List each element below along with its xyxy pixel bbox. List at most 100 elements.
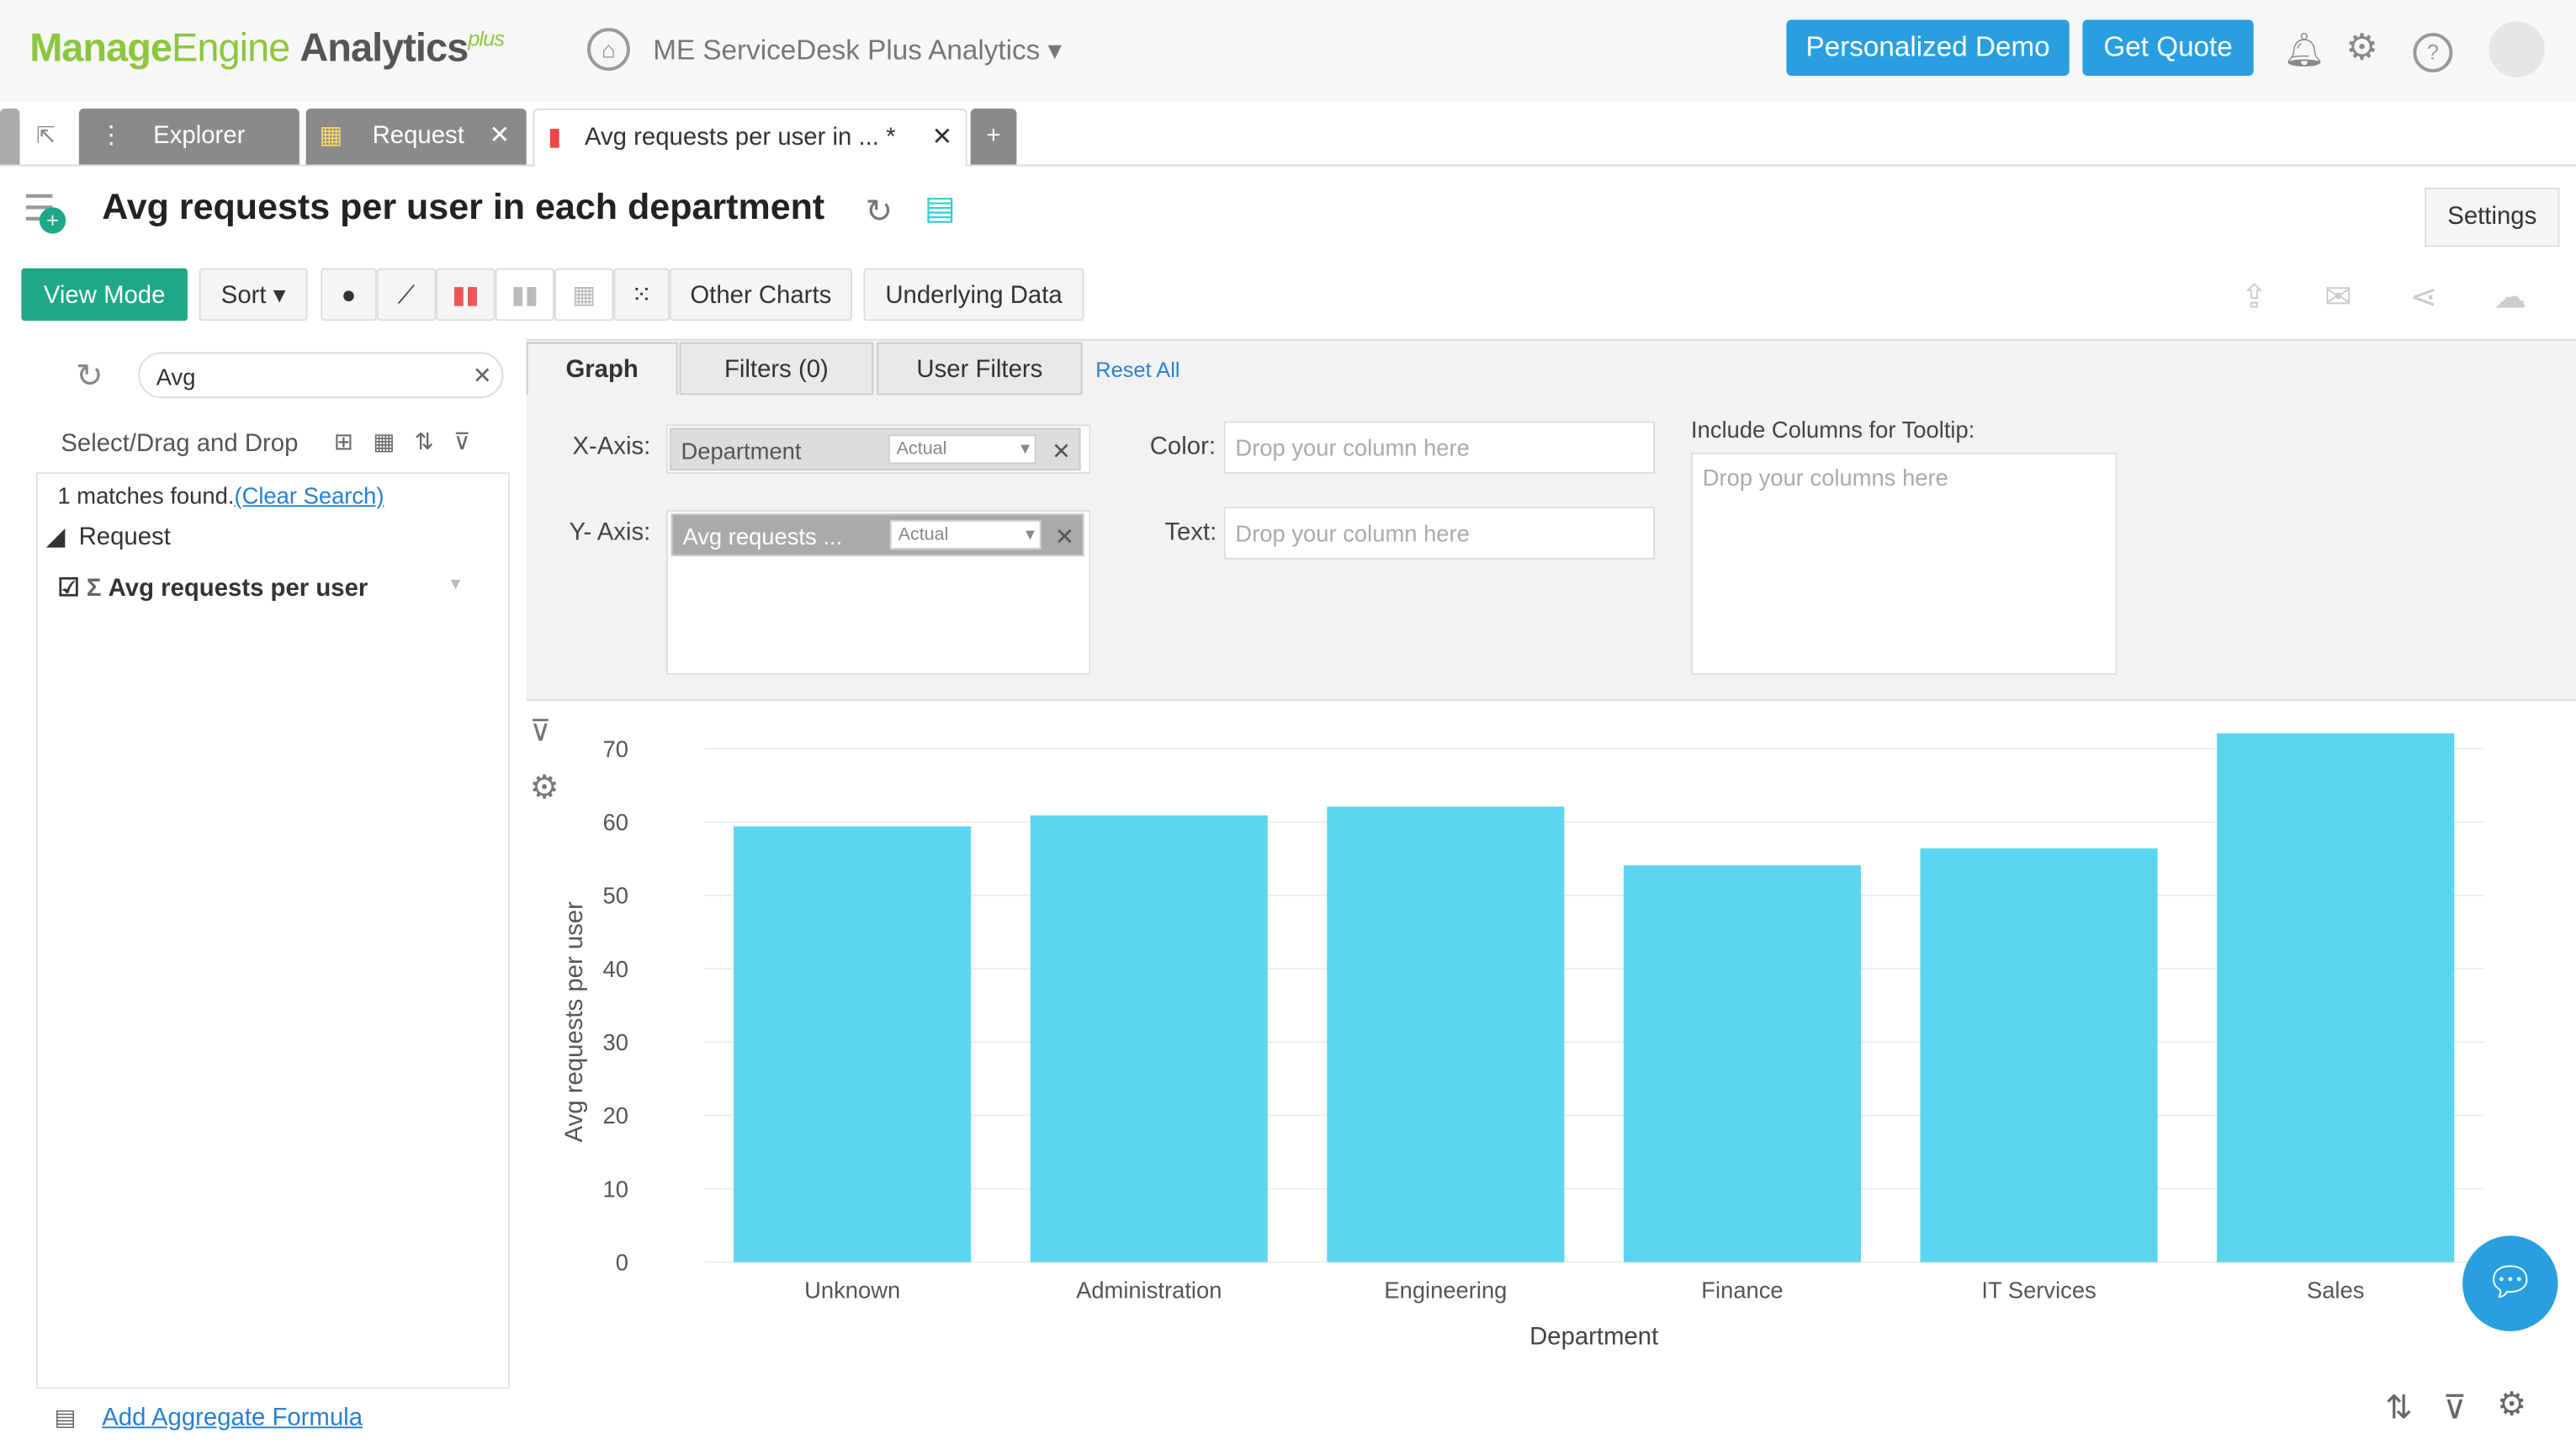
underlying-data-button[interactable]: Underlying Data [863,268,1084,321]
add-report-icon[interactable]: ☰ + [23,188,66,234]
pie-chart-icon[interactable]: ● [321,268,377,321]
settings-button[interactable]: Settings [2425,187,2560,247]
refresh-columns-icon[interactable]: ↻ [75,359,103,396]
text-label: Text: [1164,518,1217,547]
tab-request[interactable]: ▦ Request ✕ [305,109,527,165]
y-axis-label: Y- Axis: [569,518,651,547]
stacked-bar-icon[interactable]: ▮▮ [495,268,554,321]
personalized-demo-button[interactable]: Personalized Demo [1786,19,2070,76]
tooltip-dropzone[interactable]: Drop your columns here [1691,452,2118,675]
bar[interactable] [2217,733,2455,1262]
workspace-name: ME ServiceDesk Plus Analytics [653,35,1041,66]
other-charts-button[interactable]: Other Charts [669,268,852,321]
help-icon[interactable]: ? [2413,33,2453,73]
popout-icon[interactable]: ⇱ [36,121,56,148]
close-icon[interactable]: ✕ [931,123,953,151]
color-label: Color: [1149,433,1216,461]
column-tools[interactable]: ⊞▦⇅⊽ [334,428,490,455]
expand-icon[interactable]: ⊞ [333,428,374,454]
avatar[interactable] [2489,21,2545,77]
add-aggregate-formula-link[interactable]: Add Aggregate Formula [102,1403,363,1432]
text-dropzone[interactable]: Drop your column here [1223,507,1656,560]
logo[interactable]: ManageEngine Analyticsplus [29,26,505,72]
expand-arrow-icon[interactable] [0,109,20,165]
chart-settings-icon[interactable]: ⚙ [529,770,559,807]
y-tick-label: 20 [602,1102,628,1129]
chat-icon[interactable]: 💬︎ [2462,1235,2558,1331]
share-icon[interactable]: ⋖ [2409,279,2438,316]
close-icon[interactable]: ✕ [489,121,511,150]
page-title: Avg requests per user in each department [102,185,825,227]
clear-icon[interactable]: ✕ [472,362,492,389]
checkbox[interactable]: ☑ [57,574,80,603]
tab-label: Explorer [153,121,246,150]
x-axis-aggregation-select[interactable]: Actual ▾ [888,434,1036,465]
tab-chart[interactable]: ▮ Avg requests per user in ... * ✕ [533,109,967,167]
heatmap-icon[interactable]: ▦ [554,268,614,321]
tab-user-filters[interactable]: User Filters [877,342,1083,396]
remove-icon[interactable]: ✕ [1051,438,1071,465]
home-icon[interactable]: ⌂ [587,28,630,72]
x-tick-label: Unknown [804,1277,900,1304]
column-menu-icon[interactable]: ▼ [447,576,464,594]
email-icon[interactable]: ✉ [2324,279,2352,316]
tree-table-request[interactable]: ◢ Request [45,523,171,552]
column-search-input[interactable]: Avg ✕ [138,352,504,399]
bar-chart-icon[interactable]: ▮▮ [436,268,496,321]
tab-bar: ⇱ ⋮ Explorer ▦ Request ✕ ▮ Avg requests p… [0,109,2576,167]
export-icon[interactable]: ⇪ [2240,279,2268,316]
tab-explorer[interactable]: ⋮ Explorer [78,109,299,165]
search-value: Avg [156,364,196,390]
bar[interactable] [1327,806,1565,1262]
explorer-icon: ⋮ [98,121,124,150]
view-mode-button[interactable]: View Mode [21,268,188,321]
y-tick-label: 30 [602,1029,628,1055]
remove-icon[interactable]: ✕ [1054,523,1074,550]
save-icon[interactable]: ▤ [924,190,956,227]
x-tick-label: Finance [1701,1277,1783,1304]
settings-icon[interactable]: ⚙ [2497,1387,2527,1424]
tab-graph[interactable]: Graph [526,342,678,396]
aggregate-formula-icon: ▤ [54,1403,77,1431]
get-quote-button[interactable]: Get Quote [2082,19,2254,76]
refresh-icon[interactable]: ↻ [865,194,893,231]
bar[interactable] [1920,848,2158,1262]
scatter-chart-icon[interactable]: ⁙ [613,268,670,321]
y-axis-value: Avg requests ... [682,523,843,550]
y-axis-aggregation-select[interactable]: Actual ▾ [889,519,1042,550]
bell-icon[interactable]: 🔔︎ [2282,33,2325,70]
column-list [36,472,511,1389]
line-chart-icon[interactable]: ⟋ [376,268,437,321]
matches-text: 1 matches found.(Clear Search) [57,482,384,508]
bar-chart-icon: ▮ [548,123,562,151]
bar[interactable] [734,826,972,1262]
publish-icon[interactable]: ☁ [2494,279,2527,316]
x-axis-pill[interactable]: Department Actual ▾ ✕ [669,428,1081,471]
y-tick-label: 50 [602,883,628,909]
y-tick-label: 40 [602,956,628,982]
reset-all-link[interactable]: Reset All [1095,357,1180,382]
table-icon: ▦ [319,121,343,150]
clear-search-link[interactable]: (Clear Search) [234,481,384,509]
filter-icon[interactable]: ⊽ [453,428,490,454]
gear-icon[interactable]: ⚙ [2345,26,2378,68]
y-axis-title: Avg requests per user [560,901,588,1142]
new-tab-button[interactable]: + [970,109,1017,165]
filter-icon[interactable]: ⊽ [2442,1390,2467,1427]
x-axis-label: X-Axis: [572,433,651,461]
column-item[interactable]: ☑ Σ Avg requests per user [57,572,368,602]
column-name: Avg requests per user [108,574,368,603]
workspace-dropdown[interactable]: ME ServiceDesk Plus Analytics ▾ [653,35,1063,66]
sort-icon[interactable]: ⇅ [414,428,454,454]
y-tick-label: 70 [602,736,628,762]
bar[interactable] [1030,815,1268,1262]
y-tick-label: 10 [602,1176,628,1202]
grid-icon[interactable]: ▦ [373,428,415,454]
bar[interactable] [1623,865,1862,1262]
y-axis-pill[interactable]: Avg requests ... Actual ▾ ✕ [671,513,1084,556]
chart-filter-icon[interactable]: ⊽ [529,714,552,747]
tab-filters[interactable]: Filters (0) [679,342,874,396]
sort-icon[interactable]: ⇅ [2385,1390,2413,1427]
color-dropzone[interactable]: Drop your column here [1223,421,1656,475]
sort-button[interactable]: Sort ▾ [199,268,308,321]
